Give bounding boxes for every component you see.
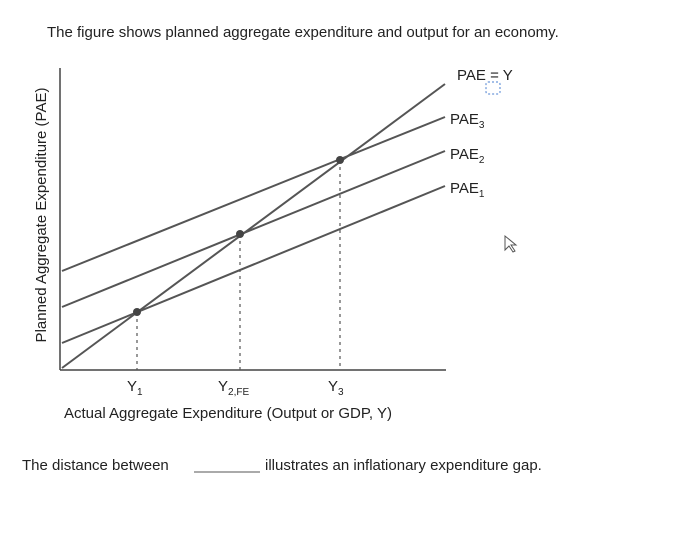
label-sub: 3 xyxy=(479,120,485,131)
label-sub: 1 xyxy=(137,387,143,398)
equilibrium-point xyxy=(236,230,244,238)
label-text: Y xyxy=(127,378,137,395)
x-axis-title: Actual Aggregate Expenditure (Output or … xyxy=(64,405,392,422)
screenshot-icon xyxy=(485,81,501,95)
equilibrium-point xyxy=(336,156,344,164)
x-label: Y3 xyxy=(328,378,344,398)
label-sub: 3 xyxy=(338,387,344,398)
label-sub: 2,FE xyxy=(228,387,249,398)
line-label: PAE1 xyxy=(450,180,485,200)
sentence-after: illustrates an inflationary expenditure … xyxy=(265,457,542,474)
label-text: PAE xyxy=(450,146,479,163)
x-label: Y2,FE xyxy=(218,378,249,398)
label-sub: 2 xyxy=(479,155,485,166)
label-text: PAE xyxy=(450,180,479,197)
sentence-before: The distance between xyxy=(22,457,169,474)
x-label: Y1 xyxy=(127,378,143,398)
pae3-line xyxy=(61,116,446,272)
pae-y-line xyxy=(61,83,446,369)
label-text: PAE = Y xyxy=(457,67,513,84)
label-text: Y xyxy=(328,378,338,395)
question: The figure shows planned aggregate expen… xyxy=(47,24,559,41)
line-label: PAE2 xyxy=(450,146,485,166)
pae1-line xyxy=(61,185,446,344)
label-text: Y xyxy=(218,378,228,395)
pae2-line xyxy=(61,150,446,308)
label-sub: 1 xyxy=(479,189,485,200)
equilibrium-point xyxy=(133,308,141,316)
cursor xyxy=(504,234,518,253)
label-text: PAE xyxy=(450,111,479,128)
y-axis-title: Planned Aggregate Expenditure (PAE) xyxy=(33,88,50,343)
line-label: PAE3 xyxy=(450,111,485,131)
line-label: PAE = Y xyxy=(457,67,513,84)
